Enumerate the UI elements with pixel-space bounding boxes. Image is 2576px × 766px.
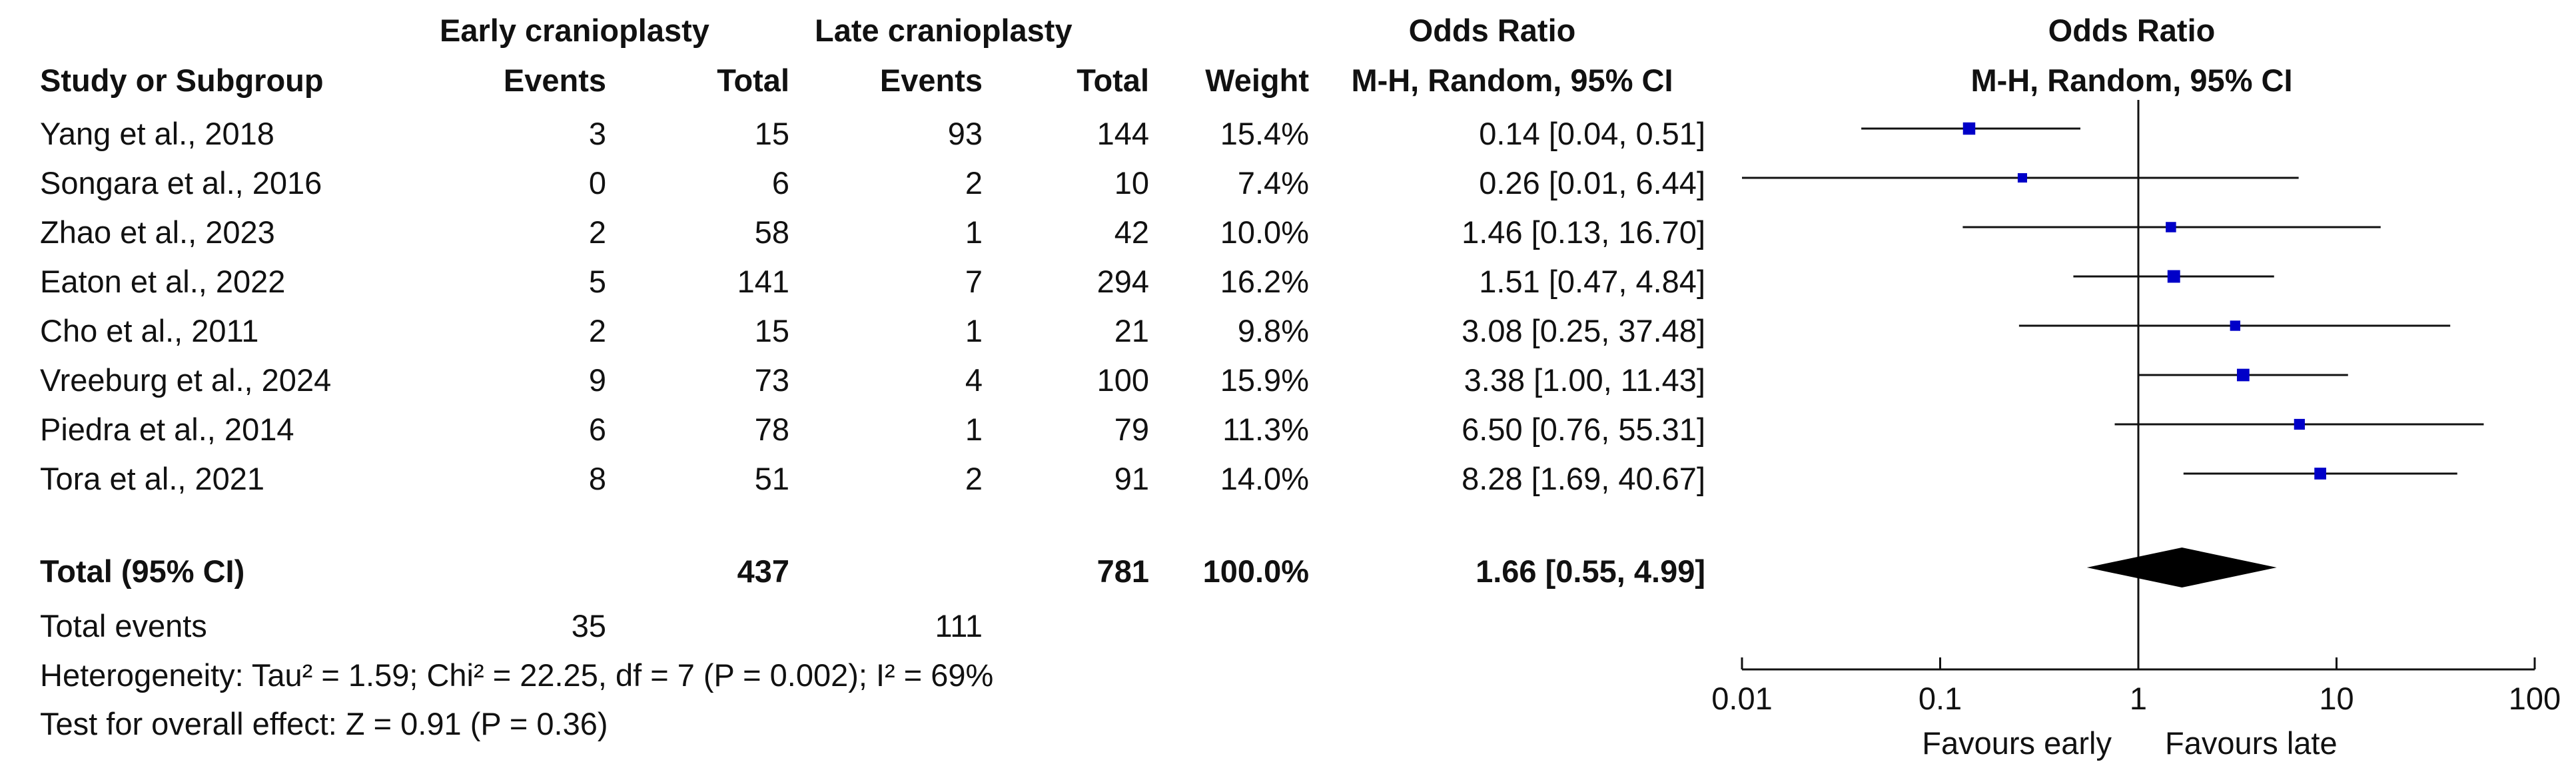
late-events: 2: [965, 461, 983, 496]
favours-late-label: Favours late: [2165, 725, 2338, 761]
late-events: 93: [947, 116, 983, 151]
weight-header: Weight: [1205, 63, 1309, 98]
x-tick-label-2: 0.1: [1919, 681, 1962, 716]
early-total: 141: [737, 264, 789, 299]
study-name: Piedra et al., 2014: [40, 412, 294, 447]
late-total: 91: [1114, 461, 1149, 496]
late-events: 1: [965, 214, 983, 250]
late-total: 21: [1114, 313, 1149, 348]
total-weight: 100.0%: [1202, 554, 1309, 589]
overall-effect-text: Test for overall effect: Z = 0.91 (P = 0…: [40, 706, 608, 741]
pooled-diamond: [2086, 548, 2277, 587]
early-total: 78: [754, 412, 789, 447]
early-total: 51: [754, 461, 789, 496]
odds-ratio-ci: 1.46 [0.13, 16.70]: [1462, 214, 1705, 250]
x-tick-label-4: 10: [2319, 681, 2354, 716]
study-marker-3: [2166, 222, 2176, 232]
early-events: 3: [588, 116, 606, 151]
odds-ratio-col-header: Odds Ratio: [1408, 13, 1576, 48]
odds-ratio-ci: 0.26 [0.01, 6.44]: [1479, 165, 1705, 200]
favours-early-label: Favours early: [1922, 725, 2112, 761]
weight: 11.3%: [1222, 412, 1309, 447]
early-events: 9: [588, 362, 606, 398]
plot-method-header: M-H, Random, 95% CI: [1970, 63, 2293, 98]
late-total: 144: [1096, 116, 1149, 151]
odds-ratio-ci: 3.08 [0.25, 37.48]: [1462, 313, 1705, 348]
odds-ratio-ci: 6.50 [0.76, 55.31]: [1462, 412, 1705, 447]
odds-ratio-ci: 3.38 [1.00, 11.43]: [1464, 362, 1705, 398]
x-tick-label-1: 0.01: [1711, 681, 1772, 716]
late-events: 4: [965, 362, 983, 398]
study-name: Cho et al., 2011: [40, 313, 259, 348]
study-name: Songara et al., 2016: [40, 165, 322, 200]
study-name: Yang et al., 2018: [40, 116, 274, 151]
early-total: 15: [754, 116, 789, 151]
heterogeneity-text: Heterogeneity: Tau² = 1.59; Chi² = 22.25…: [40, 657, 994, 693]
total-odds-ratio-ci: 1.66 [0.55, 4.99]: [1476, 554, 1705, 589]
late-events: 7: [965, 264, 983, 299]
method-header: M-H, Random, 95% CI: [1351, 63, 1673, 98]
odds-ratio-ci: 0.14 [0.04, 0.51]: [1479, 116, 1705, 151]
weight: 15.4%: [1220, 116, 1309, 151]
early-total: 73: [754, 362, 789, 398]
total-events-early: 35: [571, 608, 606, 643]
total-label: Total (95% CI): [40, 554, 245, 589]
weight: 9.8%: [1237, 313, 1309, 348]
total-events-label: Total events: [40, 608, 207, 643]
early-total-header: Total: [717, 63, 789, 98]
weight: 7.4%: [1237, 165, 1309, 200]
group-late-header: Late cranioplasty: [815, 13, 1073, 48]
early-events-header: Events: [503, 63, 606, 98]
early-events: 2: [588, 313, 606, 348]
early-total: 15: [754, 313, 789, 348]
study-name: Vreeburg et al., 2024: [40, 362, 332, 398]
study-marker-8: [2314, 468, 2326, 480]
total-early: 437: [737, 554, 789, 589]
total-late: 781: [1096, 554, 1149, 589]
late-total: 79: [1114, 412, 1149, 447]
x-tick-label-5: 100: [2509, 681, 2561, 716]
weight: 14.0%: [1220, 461, 1309, 496]
group-early-header: Early cranioplasty: [440, 13, 709, 48]
early-events: 0: [588, 165, 606, 200]
study-marker-6: [2236, 368, 2250, 382]
late-events-header: Events: [879, 63, 983, 98]
weight: 15.9%: [1220, 362, 1309, 398]
study-marker-5: [2230, 320, 2241, 331]
study-marker-7: [2294, 418, 2305, 430]
early-events: 5: [588, 264, 606, 299]
early-total: 6: [771, 165, 789, 200]
late-events: 1: [965, 313, 983, 348]
weight: 16.2%: [1220, 264, 1309, 299]
late-total: 42: [1114, 214, 1149, 250]
study-marker-2: [2017, 173, 2027, 183]
odds-ratio-ci: 8.28 [1.69, 40.67]: [1462, 461, 1705, 496]
late-total: 294: [1096, 264, 1149, 299]
study-name: Eaton et al., 2022: [40, 264, 286, 299]
late-events: 2: [965, 165, 983, 200]
late-total-header: Total: [1076, 63, 1149, 98]
late-total: 100: [1096, 362, 1149, 398]
study-name: Tora et al., 2021: [40, 461, 265, 496]
late-events: 1: [965, 412, 983, 447]
early-events: 8: [588, 461, 606, 496]
study-col-header: Study or Subgroup: [40, 63, 324, 98]
early-total: 58: [754, 214, 789, 250]
total-events-late: 111: [935, 608, 983, 643]
early-events: 6: [588, 412, 606, 447]
study-marker-4: [2167, 270, 2180, 283]
study-marker-1: [1962, 122, 1976, 135]
weight: 10.0%: [1220, 214, 1309, 250]
early-events: 2: [588, 214, 606, 250]
late-total: 10: [1114, 165, 1149, 200]
x-tick-label-3: 1: [2130, 681, 2147, 716]
plot-title: Odds Ratio: [2048, 13, 2216, 48]
study-name: Zhao et al., 2023: [40, 214, 275, 250]
odds-ratio-ci: 1.51 [0.47, 4.84]: [1479, 264, 1705, 299]
